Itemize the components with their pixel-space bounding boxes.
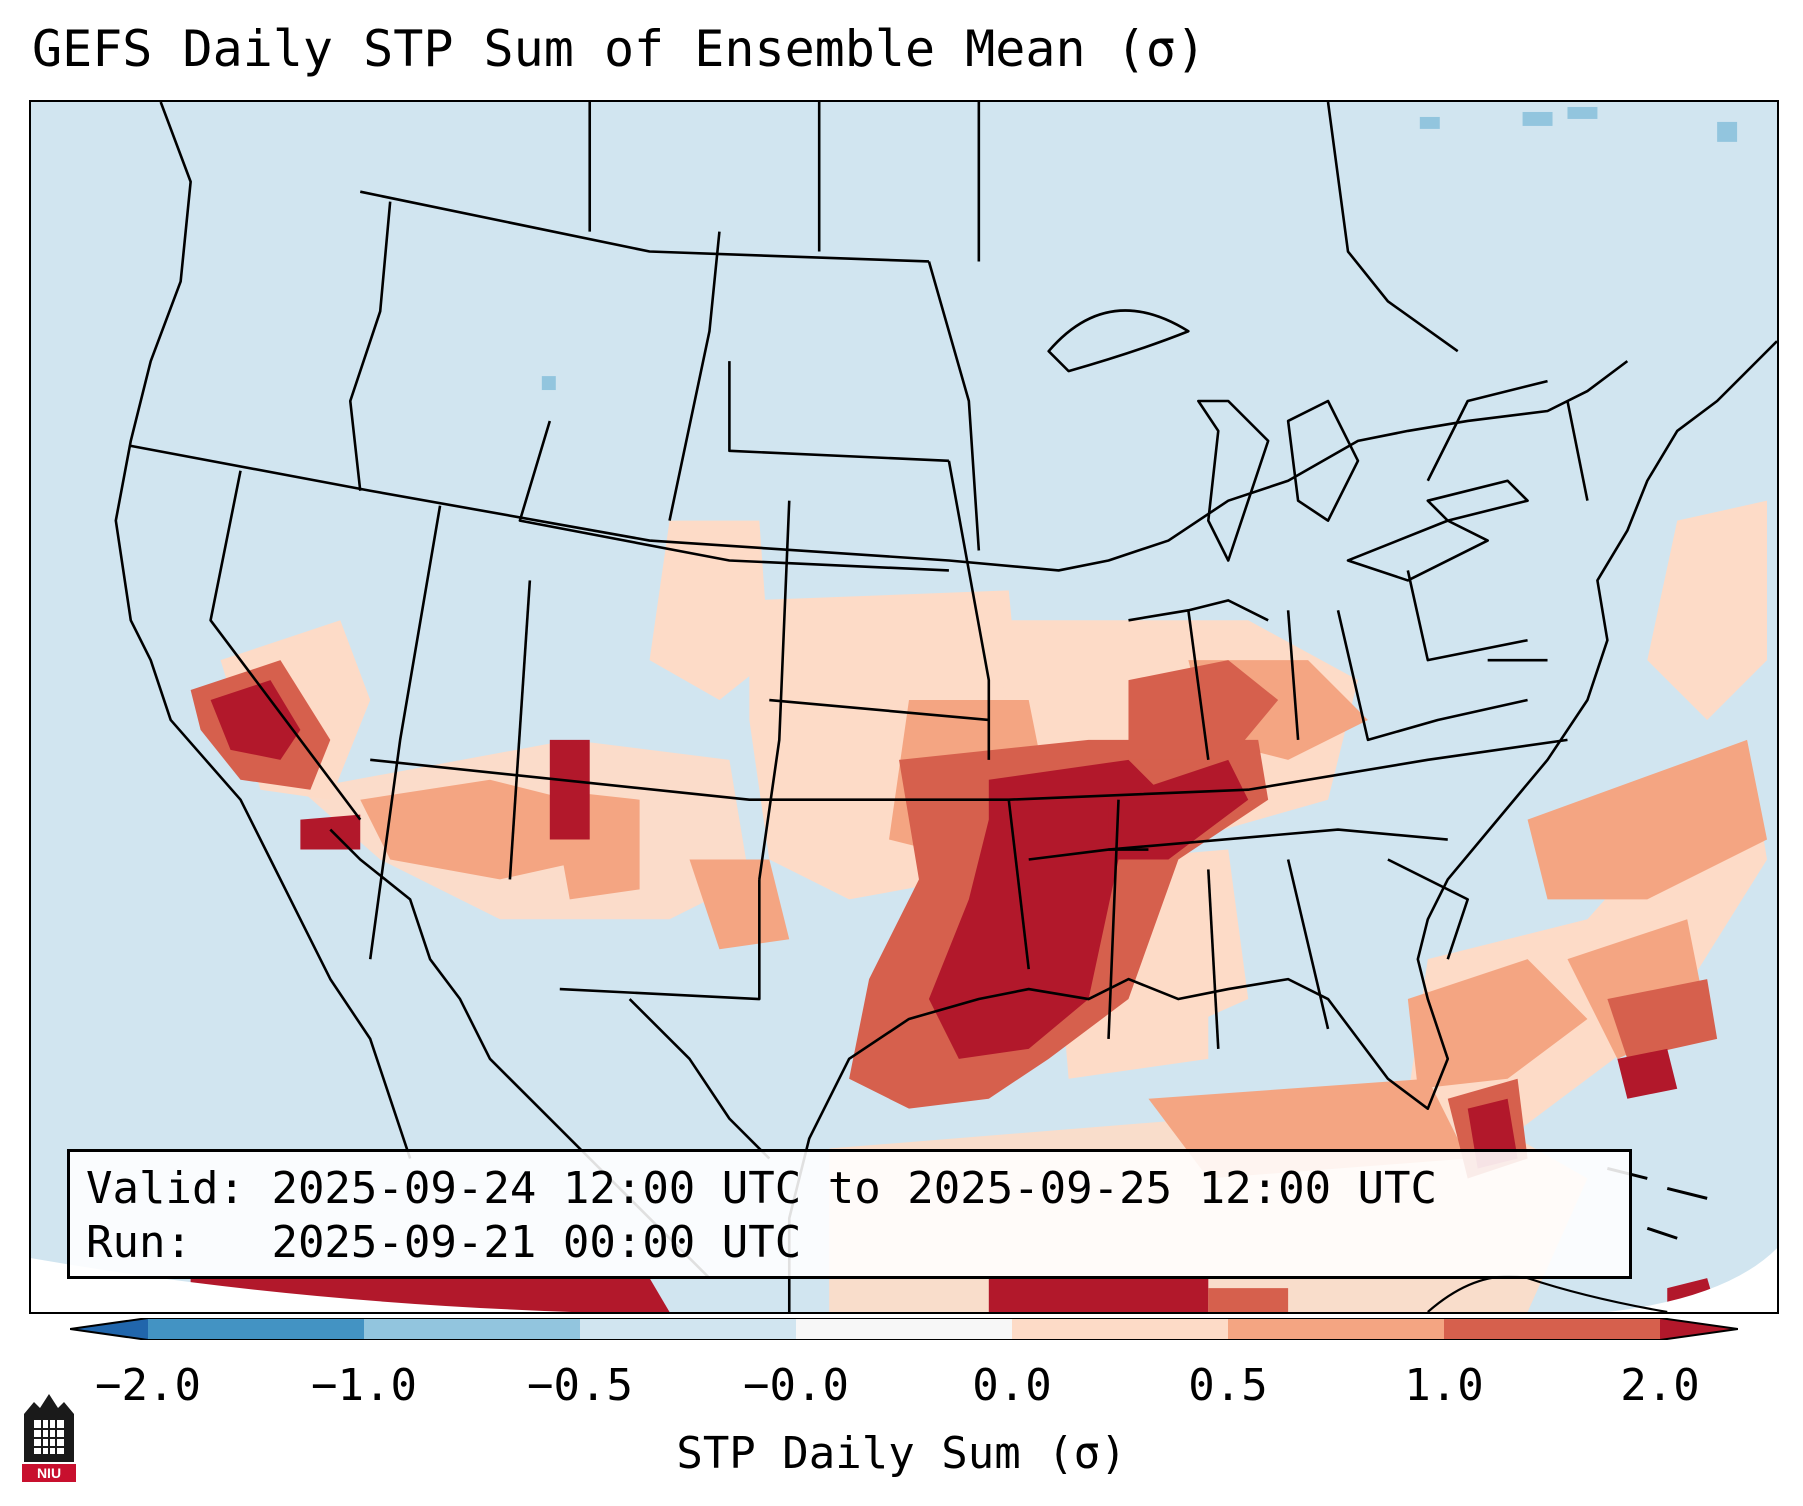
valid-time-line: Valid: 2025-09-24 12:00 UTC to 2025-09-2…: [86, 1162, 1613, 1216]
mississippi-valley-strong-region: [928, 759, 1718, 1312]
colorbar-max-extend: [1660, 1318, 1738, 1340]
niu-logo-icon: NIU: [22, 1394, 76, 1482]
colorbar-segment-3: [580, 1318, 796, 1340]
tick-label: 0.0: [972, 1360, 1052, 1411]
colorbar-label: STP Daily Sum (σ): [676, 1428, 1127, 1479]
colorbar-segment-2: [364, 1318, 580, 1340]
colorbar-segment-7: [1444, 1318, 1660, 1340]
colorbar-ticks: −2.0 −1.0 −0.5 −0.0 0.0 0.5 1.0 2.0: [0, 1360, 1803, 1420]
colorbar-segment-5: [1012, 1318, 1228, 1340]
colorbar: [70, 1318, 1738, 1340]
run-time-line: Run: 2025-09-21 00:00 UTC: [86, 1216, 1613, 1270]
run-label: Run:: [86, 1217, 192, 1268]
logo-text: NIU: [37, 1465, 61, 1481]
colorbar-segment-1: [148, 1318, 364, 1340]
run-value: 2025-09-21 00:00 UTC: [271, 1217, 802, 1268]
validity-info-box: Valid: 2025-09-24 12:00 UTC to 2025-09-2…: [67, 1149, 1632, 1279]
tick-label: −2.0: [95, 1360, 201, 1411]
tick-label: 1.0: [1404, 1360, 1484, 1411]
tick-label: −0.0: [743, 1360, 849, 1411]
colorbar-min-extend: [70, 1318, 148, 1340]
valid-value: 2025-09-24 12:00 UTC to 2025-09-25 12:00…: [271, 1163, 1438, 1214]
stp-map: [31, 102, 1777, 1312]
tick-label: 2.0: [1620, 1360, 1700, 1411]
valid-label: Valid:: [86, 1163, 245, 1214]
projection-edge: [31, 1258, 929, 1312]
tick-label: 0.5: [1188, 1360, 1268, 1411]
tick-label: −0.5: [527, 1360, 633, 1411]
colorbar-segment-4: [796, 1318, 1012, 1340]
negative-anomaly-specks: [541, 106, 1738, 391]
california-strong-region: [190, 660, 590, 850]
political-boundaries: [114, 102, 1777, 1312]
map-panel: [29, 100, 1779, 1314]
colorbar-segment-6: [1228, 1318, 1444, 1340]
map-title: GEFS Daily STP Sum of Ensemble Mean (σ): [32, 20, 1206, 78]
tick-label: −1.0: [311, 1360, 417, 1411]
